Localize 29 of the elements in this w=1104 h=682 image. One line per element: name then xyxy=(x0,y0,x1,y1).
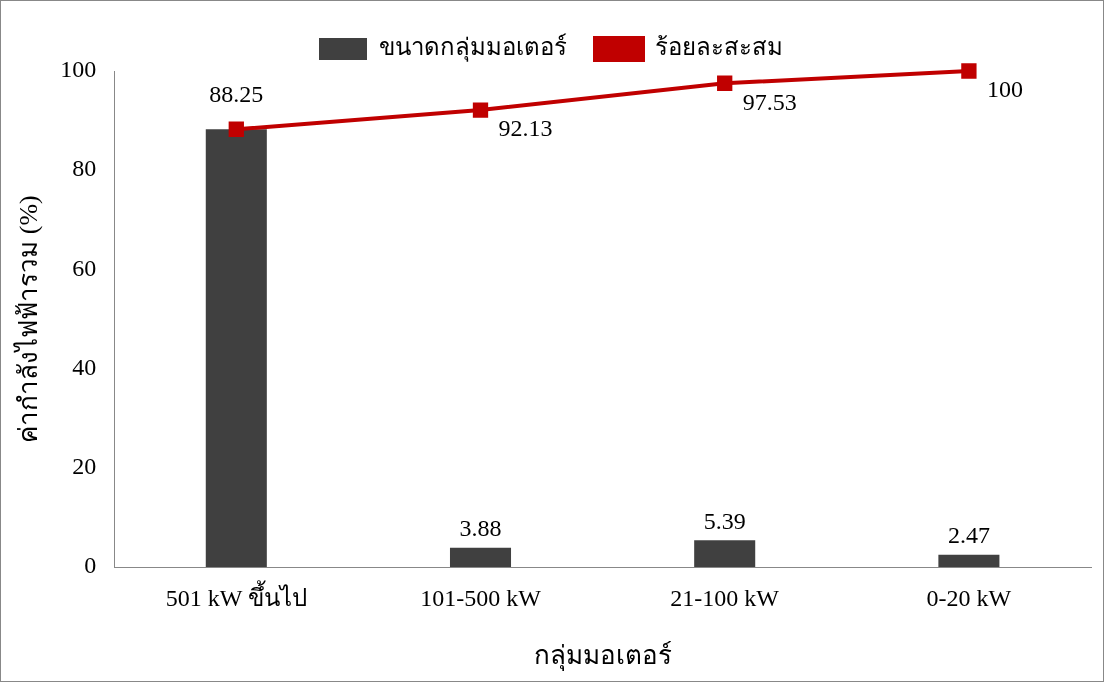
bar xyxy=(449,547,512,567)
point xyxy=(717,75,733,91)
data-label: 100 xyxy=(986,76,1023,103)
point xyxy=(472,102,489,118)
legend-label: ขนาดกลุ่มมอเตอร์ xyxy=(379,33,567,63)
y-tick-label: 40 xyxy=(72,353,97,380)
point xyxy=(228,121,244,137)
x-tick-label: 501 kW ขึ้นไป xyxy=(165,579,307,611)
y-tick-label: 80 xyxy=(72,155,97,182)
x-tick-label: 0-20 kW xyxy=(926,584,1012,611)
point xyxy=(961,63,977,79)
y-tick-label: 60 xyxy=(72,254,97,281)
y-tick-label: 100 xyxy=(60,56,97,83)
y-tick-label: 0 xyxy=(84,552,97,579)
x-axis-title: กลุ่มมอเตอร์ xyxy=(533,641,672,672)
x-tick-label: 101-500 kW xyxy=(420,584,542,611)
data-label: 88.25 xyxy=(209,80,264,107)
data-label: 2.47 xyxy=(947,522,990,549)
bar xyxy=(694,540,756,567)
legend-label: ร้อยละสะสม xyxy=(655,34,783,61)
data-label: 92.13 xyxy=(498,115,553,142)
bar xyxy=(205,129,267,567)
x-tick-label: 21-100 kW xyxy=(670,584,780,611)
data-label: 97.53 xyxy=(742,88,797,115)
y-tick-label: 20 xyxy=(72,453,97,480)
data-label: 3.88 xyxy=(459,515,502,542)
y-axis-title: ค่ากำลังไฟฟ้ารวม (%) xyxy=(13,195,44,443)
data-label: 5.39 xyxy=(703,507,746,534)
bar xyxy=(938,554,1000,567)
